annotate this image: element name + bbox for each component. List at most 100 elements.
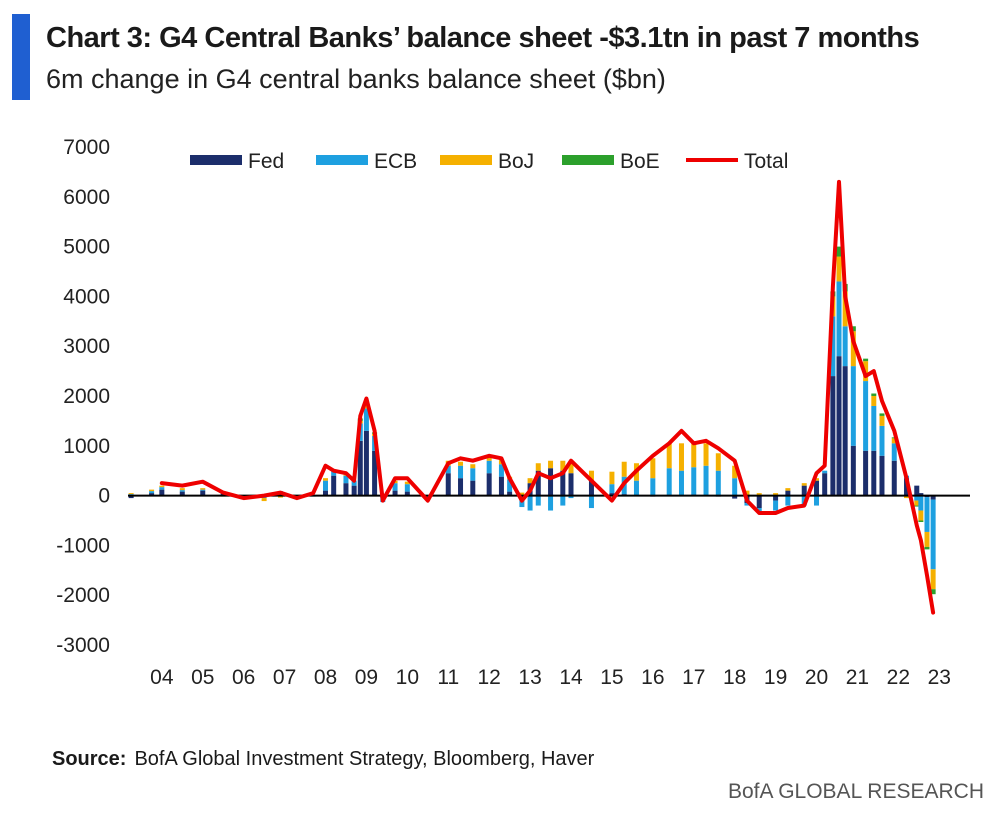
bar-fed [392,490,398,496]
bar-series-group [128,246,936,595]
bar-ecb [609,484,615,494]
bar-boj [842,291,848,327]
x-tick-label: 23 [928,666,951,689]
bar-fed [200,490,206,496]
bar-ecb [560,495,566,506]
x-tick-label: 09 [355,666,378,689]
source-text: BofA Global Investment Strategy, Bloombe… [134,748,595,770]
bar-ecb [588,495,594,509]
chart-area: Fed ECB BoJ BoE Total 7000 6000 5000 4000 3000 20… [56,136,970,689]
y-tick-label: -3000 [56,634,110,657]
bar-boj [879,415,885,426]
bar-ecb [470,468,476,481]
bar-ecb [363,408,369,431]
x-tick-label: 16 [641,666,664,689]
bar-fed [445,473,451,496]
bar-boj [904,495,910,499]
bar-ecb [507,479,513,492]
bar-boj [891,438,897,444]
x-axis: 04 05 06 07 08 09 10 11 12 13 14 15 16 17 18 19 20 21 22 23 [150,666,951,689]
bar-ecb [343,475,349,484]
bar-ecb [691,467,697,495]
bar-fed [322,490,328,496]
bar-fed [822,473,828,496]
bar-boe [924,546,930,550]
chart-subtitle: 6m change in G4 central banks balance sh… [46,64,666,94]
bar-fed [343,483,349,496]
bar-fed [351,485,357,496]
bar-boe [879,413,885,416]
bar-ecb [744,503,750,506]
bar-boj [404,481,410,485]
bar-ecb [392,483,398,491]
bar-fed [372,450,378,496]
y-tick-label: 3000 [63,335,110,358]
x-tick-label: 08 [314,666,337,689]
bar-boj [871,396,877,406]
bar-ecb [836,281,842,357]
bar-fed [871,450,877,496]
bar-ecb [200,489,206,491]
legend-label: BoJ [498,150,534,173]
bar-boj [322,478,328,481]
bar-boj [609,471,615,485]
bar-fed [486,473,492,496]
bar-ecb [351,480,357,486]
bar-ecb [930,499,936,570]
bar-ecb [666,468,672,496]
x-tick-label: 04 [150,666,174,689]
bar-fed [357,440,363,496]
x-tick-label: 13 [518,666,541,689]
bar-boj [801,483,807,486]
bar-boe [914,505,920,507]
legend-item-ecb: ECB [316,150,417,173]
bar-ecb [650,478,656,496]
bar-ecb [879,425,885,456]
bar-ecb [519,499,525,508]
bar-ecb [159,487,165,490]
bar-ecb [871,405,877,451]
bar-boe [918,520,924,522]
bar-fed [732,495,738,499]
bar-ecb [891,443,897,461]
bar-ecb [322,480,328,491]
bar-fed [507,491,513,496]
bar-ecb [331,470,337,476]
x-tick-label: 15 [600,666,623,689]
y-tick-label: 0 [98,485,110,508]
bar-fed [756,495,762,509]
bar-boj [159,485,165,488]
bar-ecb [842,326,848,367]
bar-fed [918,493,924,496]
bar-fed [773,495,779,501]
bar-boe [850,326,856,332]
bar-boj [836,256,842,282]
bar-fed [801,485,807,496]
x-tick-label: 22 [887,666,910,689]
x-tick-label: 20 [805,666,828,689]
bar-boj [678,443,684,471]
bar-ecb [535,495,541,506]
bar-boj [914,500,920,506]
legend-swatch [190,155,242,165]
bar-fed [535,470,541,496]
bar-fed [930,495,936,500]
bar-boj [918,510,924,521]
legend-swatch [316,155,368,165]
bar-ecb [918,495,924,511]
bar-boe [930,589,936,595]
bar-ecb [924,497,930,532]
bar-ecb [914,495,920,501]
bar-fed [331,475,337,496]
total-line-group [159,179,936,615]
series-line-total [159,179,936,615]
legend-label: BoE [620,150,660,173]
bar-boj [691,442,697,468]
bar-fed [458,478,464,496]
bar-boe [836,246,842,257]
bar-fed [850,445,856,496]
y-tick-label: 5000 [63,236,110,259]
bar-fed [830,376,836,496]
bar-ecb [445,465,451,474]
y-tick-label: 6000 [63,186,110,209]
